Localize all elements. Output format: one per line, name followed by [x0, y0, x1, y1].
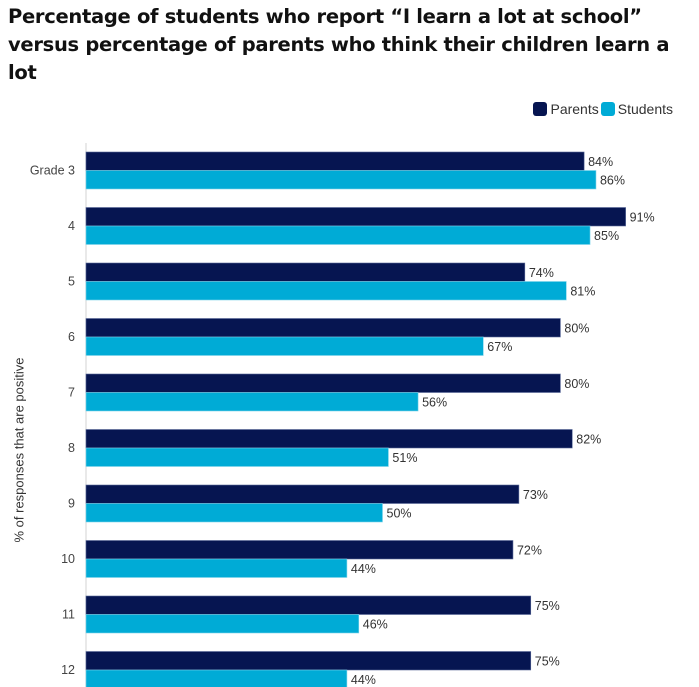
bar-students: [85, 336, 484, 356]
bar-parents: [85, 151, 585, 171]
y-tick-label: 5: [68, 275, 75, 289]
legend-item-students: Students: [600, 101, 673, 117]
y-tick-label: 4: [68, 219, 75, 233]
data-label-parents: 91%: [630, 210, 655, 224]
legend-label-students: Students: [617, 101, 673, 117]
bar-parents: [85, 262, 526, 282]
bar-students: [85, 447, 389, 467]
legend-item-parents: Parents: [533, 101, 599, 117]
bar-parents: [85, 318, 561, 338]
legend: Parents Students: [531, 101, 673, 117]
bar-students: [85, 225, 591, 245]
data-label-students: 44%: [351, 673, 376, 687]
data-label-parents: 80%: [564, 377, 589, 391]
bar-parents: [85, 373, 561, 393]
y-tick-label: 10: [61, 552, 75, 566]
bar-parents: [85, 429, 573, 449]
legend-swatch-students: [600, 102, 615, 116]
legend-swatch-parents: [533, 102, 548, 116]
y-tick-label: Grade 3: [30, 164, 75, 178]
bar-parents: [85, 484, 520, 504]
data-label-parents: 72%: [517, 543, 542, 557]
data-label-students: 85%: [594, 229, 619, 243]
chart-title: Percentage of students who report “I lea…: [8, 5, 670, 84]
bar-parents: [85, 595, 532, 615]
bar-parents: [85, 540, 514, 560]
y-tick-label: 11: [62, 608, 75, 622]
bar-parents: [85, 651, 532, 671]
data-label-parents: 80%: [564, 321, 589, 335]
data-label-students: 81%: [570, 284, 595, 298]
data-label-students: 46%: [363, 617, 388, 631]
data-label-parents: 73%: [523, 488, 548, 502]
y-tick-label: 6: [68, 330, 75, 344]
data-label-students: 67%: [487, 340, 512, 354]
data-label-parents: 82%: [576, 432, 601, 446]
data-label-students: 50%: [387, 506, 412, 520]
bar-students: [85, 614, 360, 634]
data-label-students: 51%: [392, 451, 417, 465]
data-label-parents: 75%: [535, 654, 560, 668]
bar-parents: [85, 207, 626, 227]
data-label-parents: 75%: [535, 599, 560, 613]
data-label-parents: 74%: [529, 266, 554, 280]
bar-students: [85, 392, 419, 412]
y-tick-label: 9: [68, 497, 75, 511]
bar-students: [85, 669, 348, 687]
y-tick-label: 8: [68, 441, 75, 455]
data-label-parents: 84%: [588, 155, 613, 169]
data-label-students: 56%: [422, 395, 447, 409]
data-label-students: 44%: [351, 562, 376, 576]
legend-label-parents: Parents: [550, 101, 599, 117]
y-tick-label: 7: [68, 386, 75, 400]
bar-students: [85, 558, 348, 578]
data-label-students: 86%: [600, 173, 625, 187]
y-tick-label: 12: [61, 663, 75, 677]
bar-students: [85, 170, 597, 190]
bar-students: [85, 503, 383, 523]
bar-students: [85, 281, 567, 301]
